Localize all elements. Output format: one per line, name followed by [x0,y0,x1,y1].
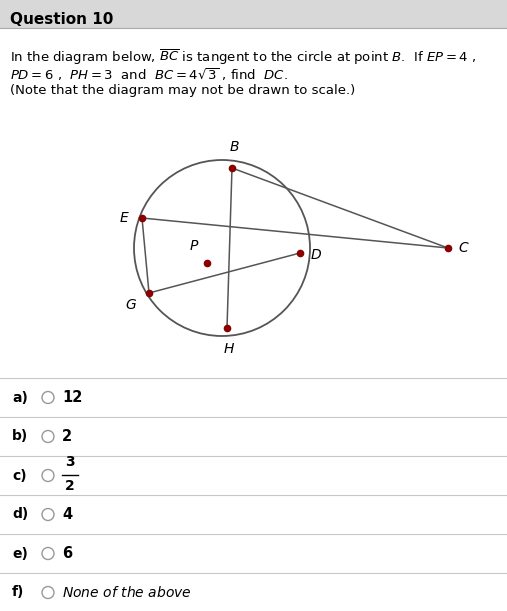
Text: $H$: $H$ [223,342,235,356]
Text: b): b) [12,430,28,444]
Text: $P$: $P$ [189,239,199,253]
Text: In the diagram below, $\overline{BC}$ is tangent to the circle at point $B$.  If: In the diagram below, $\overline{BC}$ is… [10,48,476,67]
Text: 3: 3 [65,455,75,469]
Text: f): f) [12,585,24,599]
Text: e): e) [12,546,28,560]
Text: 4: 4 [62,507,72,522]
Text: $G$: $G$ [125,298,137,312]
FancyBboxPatch shape [0,0,507,28]
Text: a): a) [12,390,28,404]
Text: 12: 12 [62,390,82,405]
Text: $D$: $D$ [310,248,322,262]
Text: $PD = 6$ ,  $PH = 3$  and  $BC = 4\sqrt{3}$ , find  $DC$.: $PD = 6$ , $PH = 3$ and $BC = 4\sqrt{3}$… [10,66,288,83]
Text: Question 10: Question 10 [10,12,114,26]
Text: $E$: $E$ [119,211,130,225]
Text: 6: 6 [62,546,72,561]
Text: 2: 2 [65,478,75,492]
Text: $C$: $C$ [458,241,469,255]
Text: c): c) [12,469,27,483]
Text: $\mathit{None\ of\ the\ above}$: $\mathit{None\ of\ the\ above}$ [62,585,192,600]
Text: $B$: $B$ [229,140,239,154]
Text: (Note that the diagram may not be drawn to scale.): (Note that the diagram may not be drawn … [10,84,355,97]
Text: d): d) [12,508,28,522]
Text: 2: 2 [62,429,72,444]
